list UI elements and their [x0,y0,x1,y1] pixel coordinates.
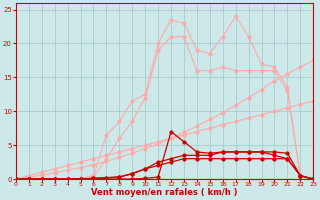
X-axis label: Vent moyen/en rafales ( km/h ): Vent moyen/en rafales ( km/h ) [91,188,238,197]
